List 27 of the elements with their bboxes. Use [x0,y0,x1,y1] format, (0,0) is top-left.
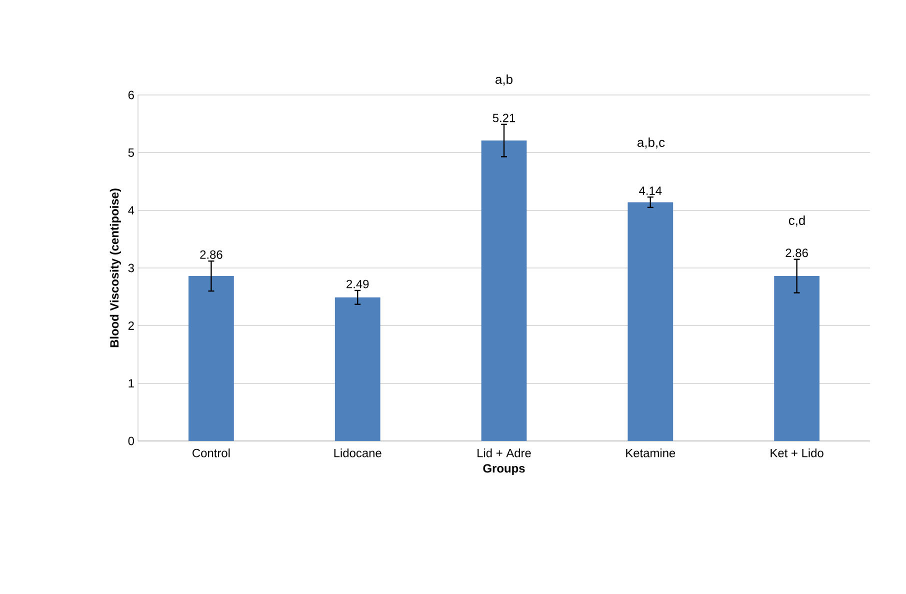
y-tick-label: 4 [128,206,134,214]
data-label: 2.86 [786,248,808,258]
y-tick-label: 1 [128,379,134,388]
bar [774,276,820,441]
y-tick-label: 0 [128,436,134,446]
y-tick-label: 6 [128,90,134,100]
x-axis-title: Groups [483,464,525,475]
bar [628,202,674,441]
x-tick-label: Ketamine [626,448,676,458]
x-tick-label: Lidocane [334,448,382,458]
data-label: 2.86 [200,250,222,259]
bar [188,276,234,441]
y-tick-label: 3 [128,264,134,272]
data-label: 5.21 [492,114,516,122]
bar [481,140,527,441]
y-tick-label: 2 [128,321,134,330]
y-tick-label: 5 [128,148,134,157]
x-tick-label: Ket + Lido [770,448,824,458]
annotation: c,d [788,215,805,227]
x-tick-label: Control [192,448,230,458]
x-tick-label: Lid + Adre [478,448,531,458]
annotation: a,b,c [638,137,665,149]
y-axis-title: Blood Viscosity (centipoise) [110,188,122,348]
text: a,b [496,74,512,86]
data-label: 2.49 [346,280,369,288]
data-label: 4.14 [639,186,662,195]
bar [334,297,380,441]
